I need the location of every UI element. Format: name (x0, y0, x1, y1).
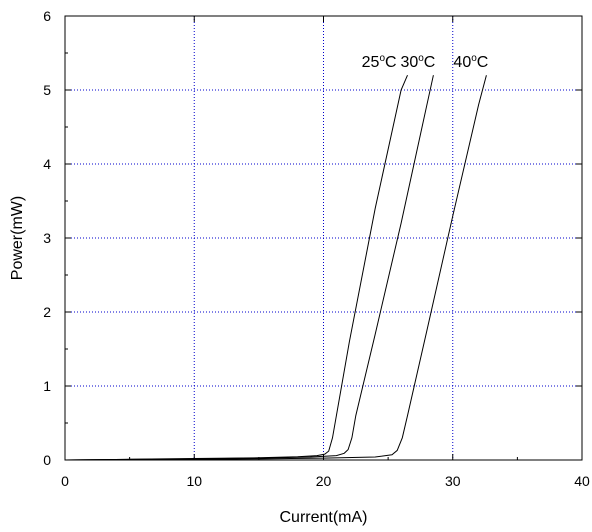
y-tick-label: 3 (43, 230, 51, 246)
series-line-3 (64, 75, 487, 461)
temperature-label-1: 25oC (362, 53, 397, 71)
series-line-2 (64, 75, 434, 461)
x-tick-label: 40 (574, 473, 590, 489)
x-tick-label: 0 (61, 473, 69, 489)
y-axis-label: Power(mW) (9, 196, 26, 280)
x-tick-label: 20 (316, 473, 332, 489)
y-tick-label: 0 (43, 452, 51, 468)
ticks-layer (64, 15, 583, 461)
y-tick-label: 2 (43, 304, 51, 320)
y-tick-label: 1 (43, 378, 51, 394)
series-layer (64, 75, 487, 461)
x-tick-label: 30 (445, 473, 461, 489)
series-line-1 (64, 75, 408, 461)
y-tick-label: 4 (43, 156, 51, 172)
y-tick-label: 5 (43, 82, 51, 98)
y-tick-label: 6 (43, 8, 51, 24)
temperature-label-3: 40oC (453, 53, 488, 71)
x-tick-label: 10 (186, 473, 202, 489)
temperature-label-2: 30oC (400, 53, 435, 71)
x-axis-label: Current(mA) (279, 509, 367, 526)
grid-layer (65, 16, 582, 460)
labels-layer: 0 10 20 30 40 0 1 2 3 4 5 6 25oC 30oC 40oC (43, 8, 590, 489)
